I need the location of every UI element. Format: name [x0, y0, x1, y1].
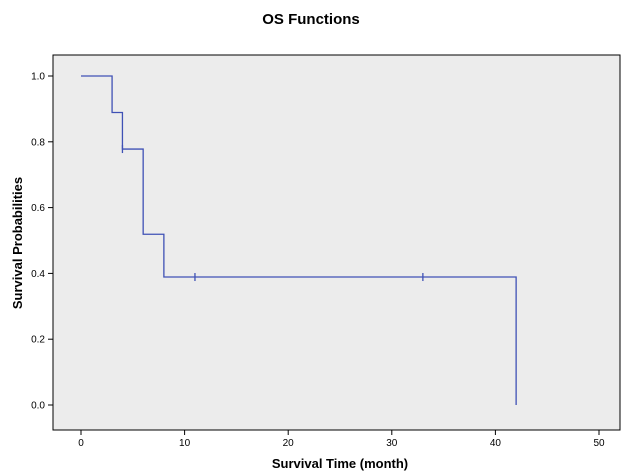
x-tick-label: 50	[593, 438, 605, 449]
chart-title: OS Functions	[262, 11, 360, 28]
y-tick-label: 0.8	[31, 137, 45, 148]
y-tick-label: 0.6	[31, 203, 45, 214]
y-axis-label: Survival Probabilities	[10, 177, 25, 309]
survival-curve	[81, 75, 517, 405]
y-axis: 0.0 0.2 0.4 0.6 0.8 1.0	[31, 72, 53, 412]
x-tick-label: 10	[179, 438, 191, 449]
x-tick-label: 40	[490, 438, 502, 449]
x-axis: 0 10 20 30 40 50	[78, 430, 605, 449]
y-tick-label: 1.0	[31, 72, 45, 83]
censored-marks	[121, 145, 424, 282]
x-tick-label: 30	[386, 438, 398, 449]
survival-step-line	[81, 75, 517, 405]
y-tick-label: 0.0	[31, 401, 45, 412]
y-tick-label: 0.2	[31, 335, 45, 346]
x-axis-label: Survival Time (month)	[272, 456, 408, 471]
x-tick-label: 20	[283, 438, 295, 449]
x-tick-label: 0	[78, 438, 84, 449]
y-tick-label: 0.4	[31, 269, 45, 280]
plot-area	[52, 54, 621, 431]
